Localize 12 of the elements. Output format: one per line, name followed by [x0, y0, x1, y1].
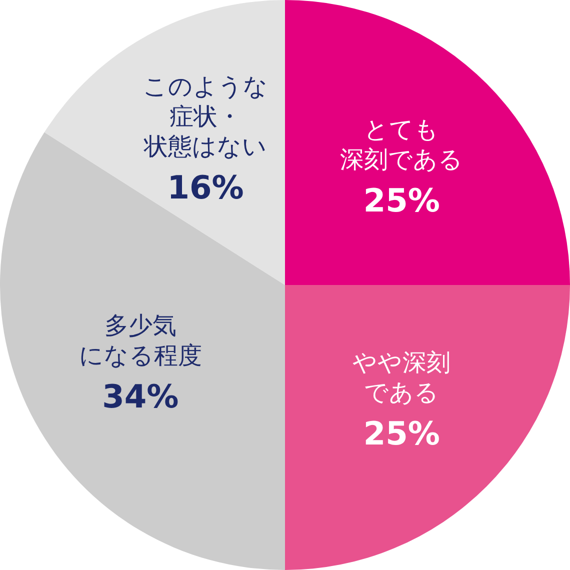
data-label: 25%	[363, 181, 440, 220]
slice-label: とても深刻である	[340, 115, 464, 174]
pie-slice	[285, 285, 570, 570]
pie-slice	[0, 132, 285, 570]
slice-label: このような症状・状態はない	[143, 72, 268, 160]
slice-label: 多少気になる程度	[78, 311, 202, 370]
slice-label: やや深刻である	[352, 348, 451, 407]
pie-slice	[285, 0, 570, 285]
data-label: 25%	[363, 414, 440, 453]
pie-slice	[44, 0, 285, 285]
data-label: 34%	[102, 377, 179, 416]
data-label: 16%	[167, 168, 244, 206]
